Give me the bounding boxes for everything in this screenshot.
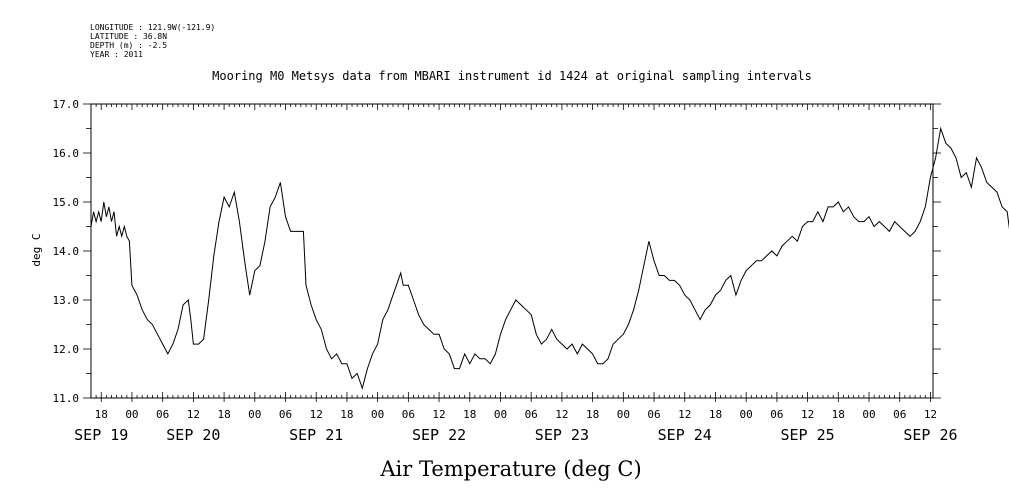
x-tick-label: 06 — [402, 408, 415, 421]
x-tick-label: 00 — [371, 408, 384, 421]
x-tick-label: 06 — [525, 408, 538, 421]
x-tick-label: 12 — [678, 408, 691, 421]
metadata-year: YEAR : 2011 — [90, 50, 143, 59]
x-date-label: SEP 26 — [903, 426, 957, 444]
x-axis-label: Air Temperature (deg C) — [379, 457, 641, 481]
x-tick-label: 06 — [647, 408, 660, 421]
x-tick-label: 06 — [279, 408, 292, 421]
x-tick-label: 00 — [740, 408, 753, 421]
x-tick-label: 18 — [217, 408, 230, 421]
y-tick-labels: 11.0 12.0 13.0 14.0 15.0 16.0 17.0 — [53, 98, 80, 405]
plot-axes — [90, 103, 934, 399]
x-tick-label: 06 — [893, 408, 906, 421]
x-date-labels: SEP 19 SEP 20 SEP 21 SEP 22 SEP 23 SEP 24 SEP … — [74, 426, 957, 444]
x-tick-label: 12 — [310, 408, 323, 421]
x-date-label: SEP 25 — [781, 426, 835, 444]
x-tick-label: 12 — [924, 408, 937, 421]
x-date-label: SEP 24 — [658, 426, 712, 444]
axis-ticks — [83, 103, 941, 402]
metadata-depth: DEPTH (m) : -2.5 — [90, 41, 167, 50]
x-tick-label: 00 — [125, 408, 138, 421]
x-tick-label: 12 — [555, 408, 568, 421]
x-tick-label: 18 — [340, 408, 353, 421]
x-date-label: SEP 21 — [289, 426, 343, 444]
metadata-latitude: LATITUDE : 36.8N — [90, 32, 167, 41]
y-tick-label: 16.0 — [53, 147, 80, 160]
y-tick-label: 15.0 — [53, 196, 80, 209]
x-tick-label: 06 — [770, 408, 783, 421]
x-tick-label: 00 — [862, 408, 875, 421]
air-temperature-series-line — [90, 126, 1009, 390]
x-tick-label: 12 — [801, 408, 814, 421]
x-tick-label: 12 — [187, 408, 200, 421]
metadata-block: LONGITUDE : 121.9W(-121.9) LATITUDE : 36… — [90, 23, 215, 59]
metadata-longitude: LONGITUDE : 121.9W(-121.9) — [90, 23, 215, 32]
x-tick-label: 18 — [586, 408, 599, 421]
x-date-label: SEP 20 — [166, 426, 220, 444]
x-date-label: SEP 23 — [535, 426, 589, 444]
plot-frame — [90, 103, 934, 399]
x-date-label: SEP 22 — [412, 426, 466, 444]
x-tick-label: 18 — [832, 408, 845, 421]
x-tick-label: 00 — [248, 408, 261, 421]
x-tick-label: 12 — [432, 408, 445, 421]
y-tick-label: 17.0 — [53, 98, 80, 111]
x-tick-label: 18 — [709, 408, 722, 421]
y-tick-label: 11.0 — [53, 392, 80, 405]
y-tick-label: 14.0 — [53, 245, 80, 258]
chart-title: Mooring M0 Metsys data from MBARI instru… — [212, 69, 812, 83]
x-tick-label: 00 — [494, 408, 507, 421]
y-tick-label: 13.0 — [53, 294, 80, 307]
x-tick-label: 18 — [95, 408, 108, 421]
x-tick-labels: 18 00 06 12 18 00 06 12 18 00 06 12 18 00 06 12 18 00 06 12… — [95, 408, 937, 421]
x-date-label: SEP 19 — [74, 426, 128, 444]
y-tick-label: 12.0 — [53, 343, 80, 356]
y-axis-label: deg C — [30, 233, 43, 266]
x-tick-label: 18 — [463, 408, 476, 421]
x-tick-label: 00 — [617, 408, 630, 421]
x-tick-label: 06 — [156, 408, 169, 421]
